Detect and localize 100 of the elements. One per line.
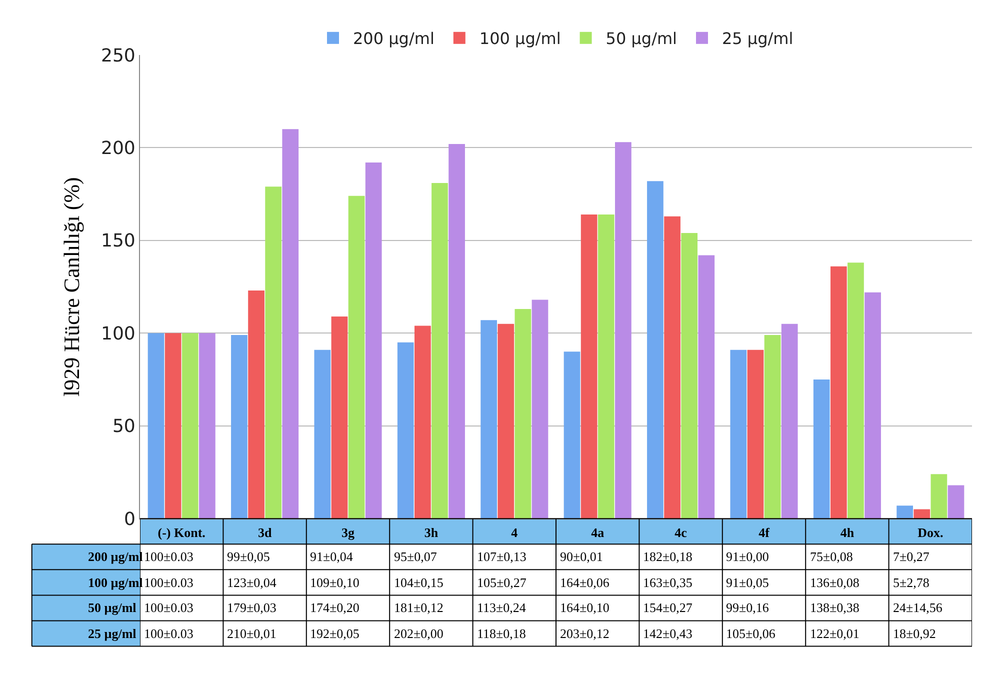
data-label: 100±0.03 — [144, 626, 194, 641]
bar — [397, 342, 414, 519]
data-label: 105±0,06 — [726, 626, 776, 641]
data-label: 91±0,00 — [726, 549, 769, 564]
x-tick-label: 4f — [758, 525, 770, 540]
legend-label: 50 µg/ml — [606, 29, 677, 48]
bar — [164, 333, 182, 519]
data-label: 100±0.03 — [144, 549, 194, 564]
data-label: 91±0,04 — [310, 549, 354, 564]
data-label: 179±0,03 — [227, 600, 276, 615]
x-tick-label: 4c — [674, 525, 688, 540]
bar — [948, 485, 964, 519]
data-label: 90±0,01 — [560, 549, 603, 564]
data-label: 182±0,18 — [643, 549, 692, 564]
bar — [764, 335, 781, 519]
y-tick-label: 150 — [101, 230, 136, 252]
y-axis-title: l929 Hücre Canlılığı (%) — [58, 177, 84, 396]
data-label: 95±0,07 — [394, 549, 438, 564]
x-tick-label: Dox. — [918, 525, 944, 540]
bar — [148, 333, 164, 519]
y-tick-label: 50 — [112, 416, 136, 438]
legend-label: 25 µg/ml — [722, 29, 794, 48]
bar — [532, 300, 548, 519]
y-tick-label: 0 — [124, 508, 136, 530]
data-label: 105±0,27 — [477, 575, 527, 590]
data-label: 113±0,24 — [477, 600, 526, 615]
bar — [930, 474, 948, 519]
x-tick-label: 4a — [591, 525, 605, 540]
data-label: 107±0,13 — [477, 549, 526, 564]
bar — [830, 266, 847, 519]
bar — [896, 506, 913, 519]
data-label: 210±0,01 — [227, 626, 276, 641]
bar — [282, 129, 299, 519]
data-label: 24±14,56 — [893, 600, 943, 615]
x-tick-label: 3h — [424, 525, 439, 540]
bar — [348, 196, 365, 519]
data-label: 99±0,16 — [726, 600, 770, 615]
bar — [598, 214, 614, 519]
x-tick-label: 4 — [511, 525, 518, 540]
bar — [480, 320, 497, 519]
legend-label: 100 µg/ml — [479, 29, 561, 48]
bar — [514, 309, 532, 519]
data-label: 99±0,05 — [227, 549, 270, 564]
data-label: 7±0,27 — [893, 549, 930, 564]
bar — [664, 216, 680, 519]
bar — [864, 292, 881, 519]
bar — [265, 186, 282, 519]
bar — [698, 255, 715, 519]
x-tick-label: 3d — [258, 525, 272, 540]
data-label: 91±0,05 — [726, 575, 769, 590]
data-label: 104±0,15 — [394, 575, 444, 590]
data-label: 109±0,10 — [310, 575, 360, 590]
data-label: 164±0,10 — [560, 600, 610, 615]
data-label: 154±0,27 — [643, 600, 693, 615]
bar — [182, 333, 198, 519]
bar — [331, 316, 348, 519]
bar — [432, 182, 448, 519]
y-tick-label: 200 — [101, 138, 136, 160]
data-label: 192±0,05 — [310, 626, 360, 641]
data-label: 18±0,92 — [893, 626, 936, 641]
data-label: 202±0,00 — [394, 626, 444, 641]
bar — [365, 162, 382, 519]
bar — [813, 380, 830, 519]
data-label: 5±2,78 — [893, 575, 930, 590]
data-label: 164±0,06 — [560, 575, 610, 590]
bar — [248, 290, 264, 519]
data-label: 181±0,12 — [394, 600, 444, 615]
data-label: 100±0.03 — [144, 600, 194, 615]
x-tick-label: 3g — [342, 525, 355, 540]
bar — [747, 350, 764, 519]
x-tick-label: (-) Kont. — [158, 525, 206, 540]
data-label: 136±0,08 — [810, 575, 860, 590]
text: 50 µg/ml — [88, 600, 136, 615]
bar — [199, 333, 216, 519]
bar — [730, 350, 747, 519]
bar — [848, 262, 864, 519]
bar — [914, 509, 930, 519]
bar — [580, 214, 598, 519]
bar — [681, 233, 698, 519]
data-label: 138±0,38 — [810, 600, 860, 615]
data-label: 118±0,18 — [477, 626, 526, 641]
bar — [231, 335, 248, 519]
y-tick-label: 250 — [101, 45, 136, 66]
bar — [414, 326, 431, 519]
data-label: 174±0,20 — [310, 600, 360, 615]
bar — [564, 352, 580, 519]
bar — [314, 350, 331, 519]
x-tick-label: 4h — [840, 525, 855, 540]
text: 25 µg/ml — [88, 626, 136, 641]
bar — [498, 324, 514, 519]
data-label: 142±0,43 — [643, 626, 692, 641]
bar — [615, 142, 632, 519]
legend-label: 200 µg/ml — [353, 29, 434, 48]
data-label: 203±0,12 — [560, 626, 610, 641]
bar — [448, 144, 465, 519]
data-label: 75±0,08 — [810, 549, 853, 564]
data-label: 123±0,04 — [227, 575, 277, 590]
bar — [781, 324, 798, 519]
data-label: 100±0.03 — [144, 575, 194, 590]
data-label: 163±0,35 — [643, 575, 692, 590]
